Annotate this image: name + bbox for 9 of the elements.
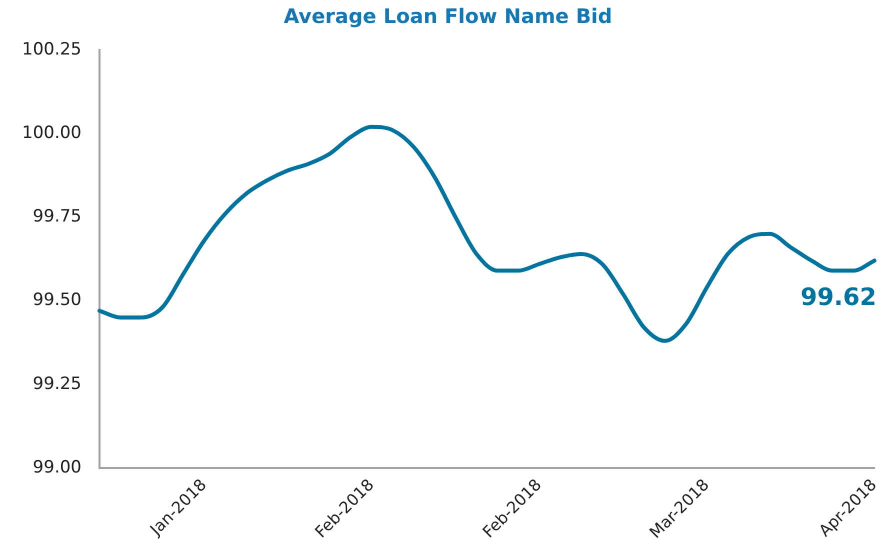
y-tick-label: 100.25 (22, 39, 82, 60)
y-tick-label: 100.00 (22, 123, 82, 144)
line-series (97, 124, 876, 343)
y-tick-label: 99.25 (32, 374, 82, 394)
y-tick-label: 99.00 (32, 457, 82, 478)
y-tick-label: 99.50 (32, 290, 82, 310)
chart-title: Average Loan Flow Name Bid (282, 4, 614, 28)
y-tick-label: 99.75 (32, 206, 82, 227)
annotation: 99.62 (800, 282, 876, 311)
